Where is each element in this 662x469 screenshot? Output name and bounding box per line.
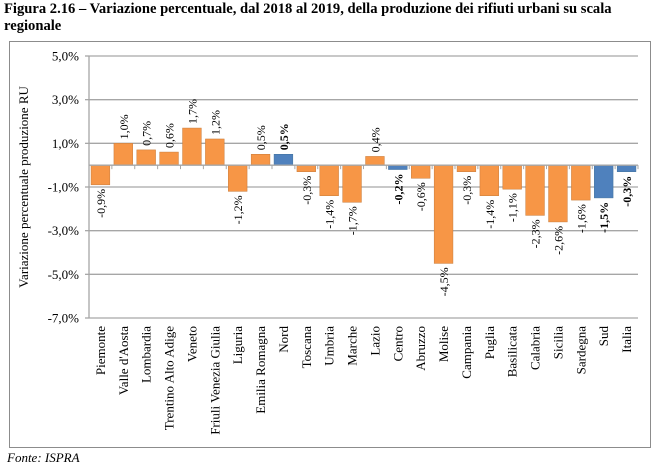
x-tick-label: Calabria — [528, 326, 543, 370]
bar-lombardia — [136, 149, 156, 166]
data-label: -2,6% — [551, 226, 565, 255]
data-label: 0,6% — [163, 123, 177, 148]
bar-molise — [433, 164, 454, 264]
gridlines — [85, 55, 638, 319]
bar-centro — [388, 164, 408, 170]
bar-lazio — [365, 156, 385, 166]
bar-sardegna — [571, 164, 591, 201]
data-labels: -0,9% 1,0% 0,7% 0,6% 1,7% 1,2% -1,2% 0,5% 0,5% -0… — [94, 99, 634, 296]
data-label: -0,3% — [300, 176, 314, 205]
data-label: -0,6% — [414, 182, 428, 211]
x-tick-label: Italia — [619, 326, 634, 353]
x-tick-label: Piemonte — [93, 326, 108, 375]
y-axis-title: Variazione percentuale produzione RU — [16, 86, 31, 288]
data-label: 1,2% — [208, 110, 222, 135]
data-label: -1,5% — [597, 202, 611, 233]
bars — [90, 127, 637, 264]
x-tick-label: Lazio — [367, 326, 382, 356]
data-label: 0,7% — [140, 121, 154, 146]
x-tick-label: Friuli Venezia Giulia — [207, 326, 222, 435]
bar-liguria — [228, 164, 248, 192]
x-tick-label: Veneto — [184, 326, 199, 362]
axes — [88, 56, 639, 318]
data-label: -1,4% — [483, 200, 497, 229]
data-label: -0,3% — [460, 176, 474, 205]
bar-piemonte — [90, 164, 111, 186]
x-tick-label: Centro — [390, 326, 405, 361]
bar-friuli-venezia-giulia — [205, 138, 225, 166]
data-label: -1,2% — [231, 195, 245, 224]
bar-italia — [616, 164, 637, 172]
bar-puglia — [479, 164, 499, 196]
figure-title: Figura 2.16 – Variazione percentuale, da… — [4, 1, 612, 34]
x-tick-label: Toscana — [299, 326, 314, 369]
data-label: -1,7% — [346, 206, 360, 235]
bar-calabria — [525, 164, 545, 216]
x-tick-label: Basilicata — [505, 326, 520, 377]
x-tick-label: Puglia — [482, 326, 497, 359]
bar-abruzzo — [411, 164, 431, 179]
bar-veneto — [182, 127, 202, 166]
x-tick-label: Sicilia — [550, 326, 565, 359]
x-tick-label: Molise — [436, 326, 451, 362]
source-note: Fonte: ISPRA — [7, 450, 80, 465]
data-label: -0,3% — [620, 176, 634, 207]
data-label: -1,6% — [574, 204, 588, 233]
bar-umbria — [319, 164, 339, 196]
x-tick-label: Valle d'Aosta — [116, 326, 131, 395]
y-tick-label: -5,0% — [48, 267, 80, 282]
x-tick-label: Sud — [596, 326, 611, 347]
bar-basilicata — [502, 164, 522, 190]
data-label: -1,1% — [506, 193, 520, 222]
y-tick-label: 3,0% — [52, 92, 79, 107]
x-tick-labels: Piemonte Valle d'Aosta Lombardia Trentino A… — [93, 326, 634, 435]
x-tick-label: Lombardia — [139, 326, 154, 383]
x-tick-label: Marche — [345, 326, 360, 366]
bar-marche — [342, 164, 362, 203]
y-tick-label: -3,0% — [48, 223, 80, 238]
bar-valle-d-aosta — [113, 143, 133, 166]
bar-sicilia — [548, 164, 568, 223]
data-label: -4,5% — [437, 267, 451, 296]
bar-sud — [594, 164, 614, 199]
x-tick-label: Emilia Romagna — [253, 326, 268, 414]
y-tick-label: 5,0% — [52, 49, 79, 64]
data-label: 1,0% — [117, 114, 131, 139]
data-label: -1,4% — [323, 200, 337, 229]
x-tick-label: Campania — [459, 326, 474, 379]
y-tick-label: 1,0% — [52, 136, 79, 151]
x-tick-label: Trentino Alto Adige — [162, 326, 177, 430]
x-tick-label: Abruzzo — [413, 326, 428, 371]
bar-trentino-alto-adige — [159, 151, 179, 166]
bar-campania — [456, 164, 477, 172]
bar-emilia-romagna — [250, 154, 271, 166]
data-label: -0,9% — [94, 189, 108, 218]
data-label: -2,3% — [529, 219, 543, 248]
chart-frame — [9, 41, 651, 448]
x-tick-label: Sardegna — [573, 326, 588, 375]
y-tick-label: -1,0% — [48, 180, 80, 195]
x-tick-label: Nord — [276, 326, 291, 353]
bar-nord — [273, 154, 294, 166]
bar-toscana — [296, 164, 316, 172]
data-label: 0,5% — [277, 123, 291, 150]
data-label: 0,5% — [254, 125, 268, 150]
x-tick-label: Liguria — [230, 326, 245, 364]
data-label: -0,2% — [391, 174, 405, 205]
data-label: 0,4% — [368, 127, 382, 152]
x-tick-label: Umbria — [322, 326, 337, 366]
y-tick-labels: 5,0% 3,0% 1,0% -1,0% -3,0% -5,0% -7,0% — [48, 49, 80, 326]
y-tick-label: -7,0% — [48, 311, 80, 326]
data-label: 1,7% — [185, 99, 199, 124]
